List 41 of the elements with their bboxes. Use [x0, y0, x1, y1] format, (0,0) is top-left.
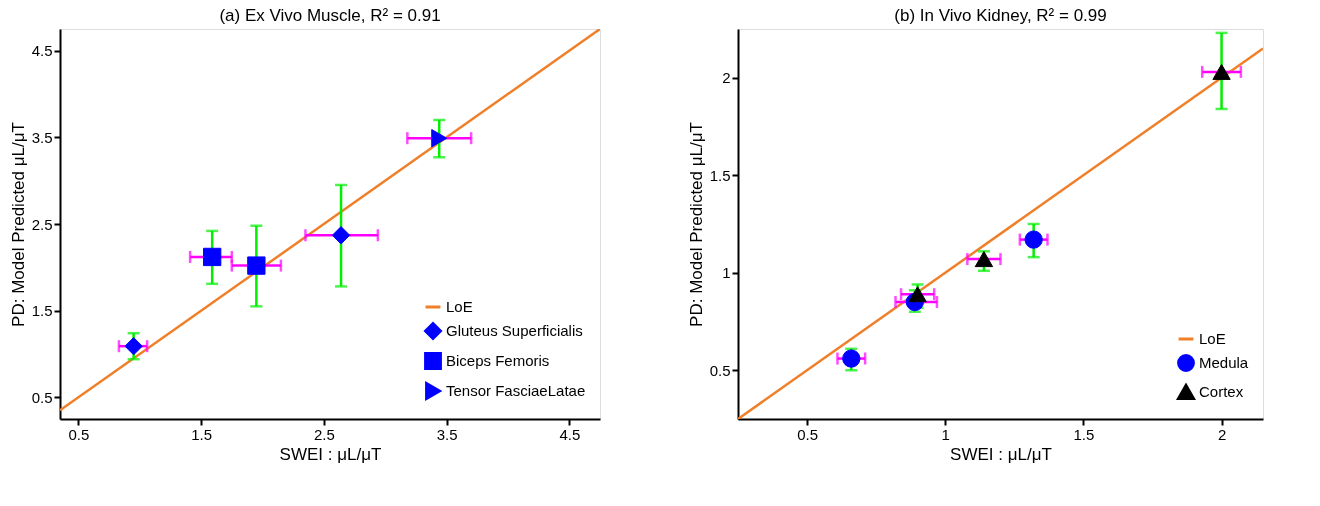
- x-tick-label: 2: [1217, 425, 1227, 443]
- y-tick-label: 1: [722, 264, 731, 282]
- chart-title: (a) Ex Vivo Muscle, R² = 0.91: [219, 6, 441, 25]
- point: [431, 129, 448, 148]
- x-axis-title: SWEI : μL/μT: [950, 444, 1052, 464]
- y-tick-label: 0.5: [31, 388, 53, 406]
- y-tick-label: 4.5: [31, 42, 53, 60]
- point: [842, 349, 861, 368]
- point: [203, 247, 222, 267]
- x-tick-label: 3.5: [436, 425, 458, 443]
- y-tick-label: 2: [722, 69, 731, 87]
- x-tick-label: 2.5: [313, 425, 335, 443]
- legend-label: Tensor FasciaeLatae: [446, 382, 586, 399]
- x-tick-label: 4.5: [559, 425, 581, 443]
- legend-label: Cortex: [1199, 383, 1244, 400]
- legend-label: Medula: [1199, 354, 1249, 371]
- y-tick-label: 3.5: [31, 128, 53, 146]
- point: [124, 337, 143, 356]
- y-tick-label: 1.5: [709, 166, 731, 184]
- y-axis-title: PD: Model Predicted μL/μT: [8, 122, 28, 327]
- point: [1024, 230, 1043, 249]
- x-tick-label: 1.5: [191, 425, 213, 443]
- point: [908, 286, 927, 303]
- x-tick-label: 1: [941, 425, 950, 443]
- x-tick-label: 0.5: [797, 425, 819, 443]
- y-tick-label: 1.5: [31, 302, 53, 320]
- x-axis-title: SWEI : μL/μT: [279, 444, 382, 464]
- x-tick-label: 1.5: [1073, 425, 1095, 443]
- legend-label: LoE: [446, 298, 473, 315]
- legend-label: Biceps Femoris: [446, 352, 550, 369]
- y-tick-label: 0.5: [709, 361, 731, 379]
- y-axis-title: PD: Model Predicted μL/μT: [686, 122, 706, 327]
- legend-label: LoE: [1199, 330, 1226, 347]
- chart-title: (b) In Vivo Kidney, R² = 0.99: [894, 6, 1107, 25]
- point: [331, 226, 351, 245]
- legend-label: Gluteus Superficialis: [446, 322, 583, 339]
- x-tick-label: 0.5: [68, 425, 90, 443]
- point: [974, 251, 994, 268]
- point: [1212, 63, 1231, 80]
- y-tick-label: 2.5: [31, 215, 53, 233]
- point: [247, 256, 266, 275]
